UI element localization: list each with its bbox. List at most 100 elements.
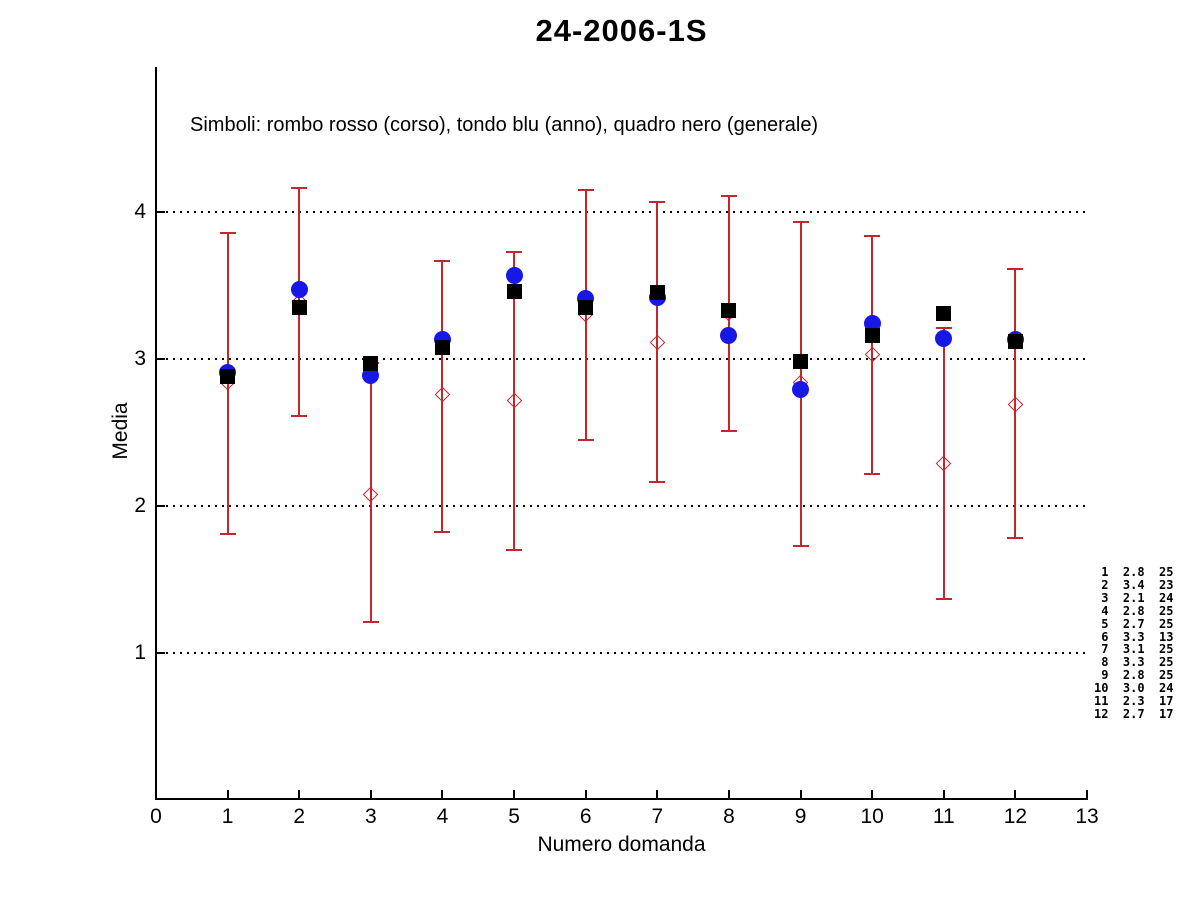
plot-area: 1 2 3 4 0 1 2 3 4 5 6 7 8 9 10 11 12 13 bbox=[134, 67, 1099, 828]
diamond-marker-corso-q5 bbox=[506, 392, 522, 408]
error-bar-line-q3 bbox=[369, 363, 372, 623]
error-bar-line-q5 bbox=[513, 251, 516, 551]
diamond-marker-corso-q7 bbox=[649, 335, 666, 351]
error-bar-cap-bottom-q4 bbox=[434, 531, 451, 534]
gridline-y2 bbox=[166, 505, 1087, 507]
error-bar-cap-bottom-q11 bbox=[935, 597, 952, 600]
diamond-marker-corso-q3 bbox=[363, 486, 379, 503]
error-bar-cap-top-q4 bbox=[434, 259, 451, 262]
y-tick-label-2: 2 bbox=[134, 494, 146, 517]
error-bar-cap-bottom-q12 bbox=[1007, 537, 1024, 540]
x-tick-0 bbox=[155, 790, 157, 798]
x-tick-3 bbox=[369, 790, 372, 798]
square-marker-generale-q5 bbox=[506, 283, 522, 299]
x-tick-label-8: 8 bbox=[723, 805, 735, 828]
circle-marker-anno-q9 bbox=[792, 381, 810, 399]
x-tick-8 bbox=[727, 790, 730, 798]
x-tick-label-4: 4 bbox=[436, 805, 449, 828]
diamond-marker-corso-q10 bbox=[864, 346, 880, 363]
x-tick-label-10: 10 bbox=[860, 805, 884, 828]
x-tick-label-12: 12 bbox=[1003, 805, 1028, 828]
square-marker-generale-q12 bbox=[1007, 333, 1023, 349]
error-bar-cap-bottom-q5 bbox=[506, 549, 523, 552]
x-tick-4 bbox=[441, 790, 444, 798]
circle-marker-anno-q11 bbox=[935, 329, 953, 347]
error-bar-cap-top-q11 bbox=[935, 327, 952, 330]
error-bar-cap-top-q5 bbox=[506, 250, 523, 253]
x-tick-label-5: 5 bbox=[508, 805, 520, 828]
circle-marker-anno-q5 bbox=[505, 266, 523, 284]
diamond-marker-corso-q4 bbox=[434, 386, 451, 403]
x-tick-2 bbox=[298, 790, 301, 798]
x-axis-label: Numero domanda bbox=[537, 833, 706, 856]
x-tick-1 bbox=[226, 790, 229, 798]
error-bar-line-q12 bbox=[1014, 269, 1017, 539]
x-tick-label-3: 3 bbox=[365, 805, 377, 828]
square-marker-generale-q10 bbox=[864, 327, 880, 343]
x-tick-label-6: 6 bbox=[579, 805, 592, 828]
error-bar-cap-bottom-q2 bbox=[291, 415, 308, 418]
y-tick-label-1: 1 bbox=[134, 641, 146, 664]
circle-marker-anno-q8 bbox=[720, 326, 738, 344]
error-bar-cap-bottom-q10 bbox=[864, 472, 881, 475]
y-tick-2 bbox=[156, 505, 165, 507]
x-tick-label-0: 0 bbox=[150, 805, 162, 828]
error-bar-cap-top-q1 bbox=[219, 231, 236, 234]
x-axis-spine bbox=[155, 798, 1088, 800]
x-tick-11 bbox=[942, 790, 945, 798]
x-tick-9 bbox=[799, 790, 802, 798]
error-bar-cap-bottom-q8 bbox=[720, 430, 737, 433]
diamond-marker-corso-q12 bbox=[1007, 396, 1024, 413]
gridline-y4 bbox=[166, 211, 1087, 213]
x-tick-12 bbox=[1014, 790, 1017, 798]
y-tick-label-3: 3 bbox=[134, 347, 146, 370]
symbols-annotation: Simboli: rombo rosso (corso), tondo blu … bbox=[190, 114, 819, 136]
y-tick-1 bbox=[156, 652, 165, 654]
y-tick-label-4: 4 bbox=[134, 200, 146, 223]
square-marker-generale-q11 bbox=[936, 305, 952, 321]
error-bar-line-q10 bbox=[871, 235, 874, 474]
x-tick-6 bbox=[584, 790, 587, 798]
error-bar-cap-top-q2 bbox=[291, 187, 308, 190]
x-tick-label-7: 7 bbox=[651, 805, 664, 828]
square-marker-generale-q1 bbox=[220, 369, 236, 385]
y-tick-4 bbox=[156, 211, 165, 213]
error-bar-cap-bottom-q1 bbox=[219, 532, 236, 535]
error-bar-cap-top-q12 bbox=[1007, 268, 1024, 271]
diamond-marker-corso-q11 bbox=[935, 455, 952, 472]
chart-title: 24-2006-1S bbox=[535, 13, 708, 48]
y-axis-spine bbox=[155, 67, 157, 800]
x-tick-5 bbox=[513, 790, 516, 798]
error-bar-line-q11 bbox=[942, 328, 945, 599]
square-marker-generale-q2 bbox=[291, 300, 307, 316]
gridline-y1 bbox=[166, 652, 1087, 654]
square-marker-generale-q3 bbox=[363, 355, 379, 371]
x-tick-label-2: 2 bbox=[293, 805, 306, 828]
x-tick-10 bbox=[871, 790, 874, 798]
error-bar-line-q4 bbox=[441, 260, 444, 533]
error-bar-cap-bottom-q3 bbox=[362, 621, 379, 624]
square-marker-generale-q4 bbox=[434, 339, 450, 355]
error-bar-cap-bottom-q7 bbox=[649, 481, 666, 484]
x-tick-label-9: 9 bbox=[794, 805, 807, 828]
error-bar-cap-top-q10 bbox=[864, 234, 881, 237]
square-marker-generale-q6 bbox=[578, 300, 594, 316]
circle-marker-anno-q3 bbox=[362, 366, 380, 384]
error-bar-line-q7 bbox=[656, 201, 659, 483]
x-tick-label-1: 1 bbox=[221, 805, 234, 828]
gridline-y3 bbox=[166, 358, 1087, 360]
square-marker-generale-q7 bbox=[649, 285, 665, 301]
y-tick-3 bbox=[156, 358, 165, 360]
x-tick-7 bbox=[656, 790, 659, 798]
error-bar-cap-top-q6 bbox=[577, 188, 594, 191]
error-bar-cap-top-q9 bbox=[792, 221, 809, 224]
square-marker-generale-q8 bbox=[721, 302, 737, 318]
error-bar-cap-bottom-q6 bbox=[577, 438, 594, 441]
error-bar-cap-top-q8 bbox=[720, 194, 737, 197]
error-bar-cap-top-q7 bbox=[649, 200, 666, 203]
y-axis-label: Media bbox=[109, 402, 132, 460]
circle-marker-anno-q2 bbox=[290, 281, 308, 299]
x-tick-label-13: 13 bbox=[1075, 805, 1099, 828]
error-bar-cap-bottom-q9 bbox=[792, 544, 809, 547]
